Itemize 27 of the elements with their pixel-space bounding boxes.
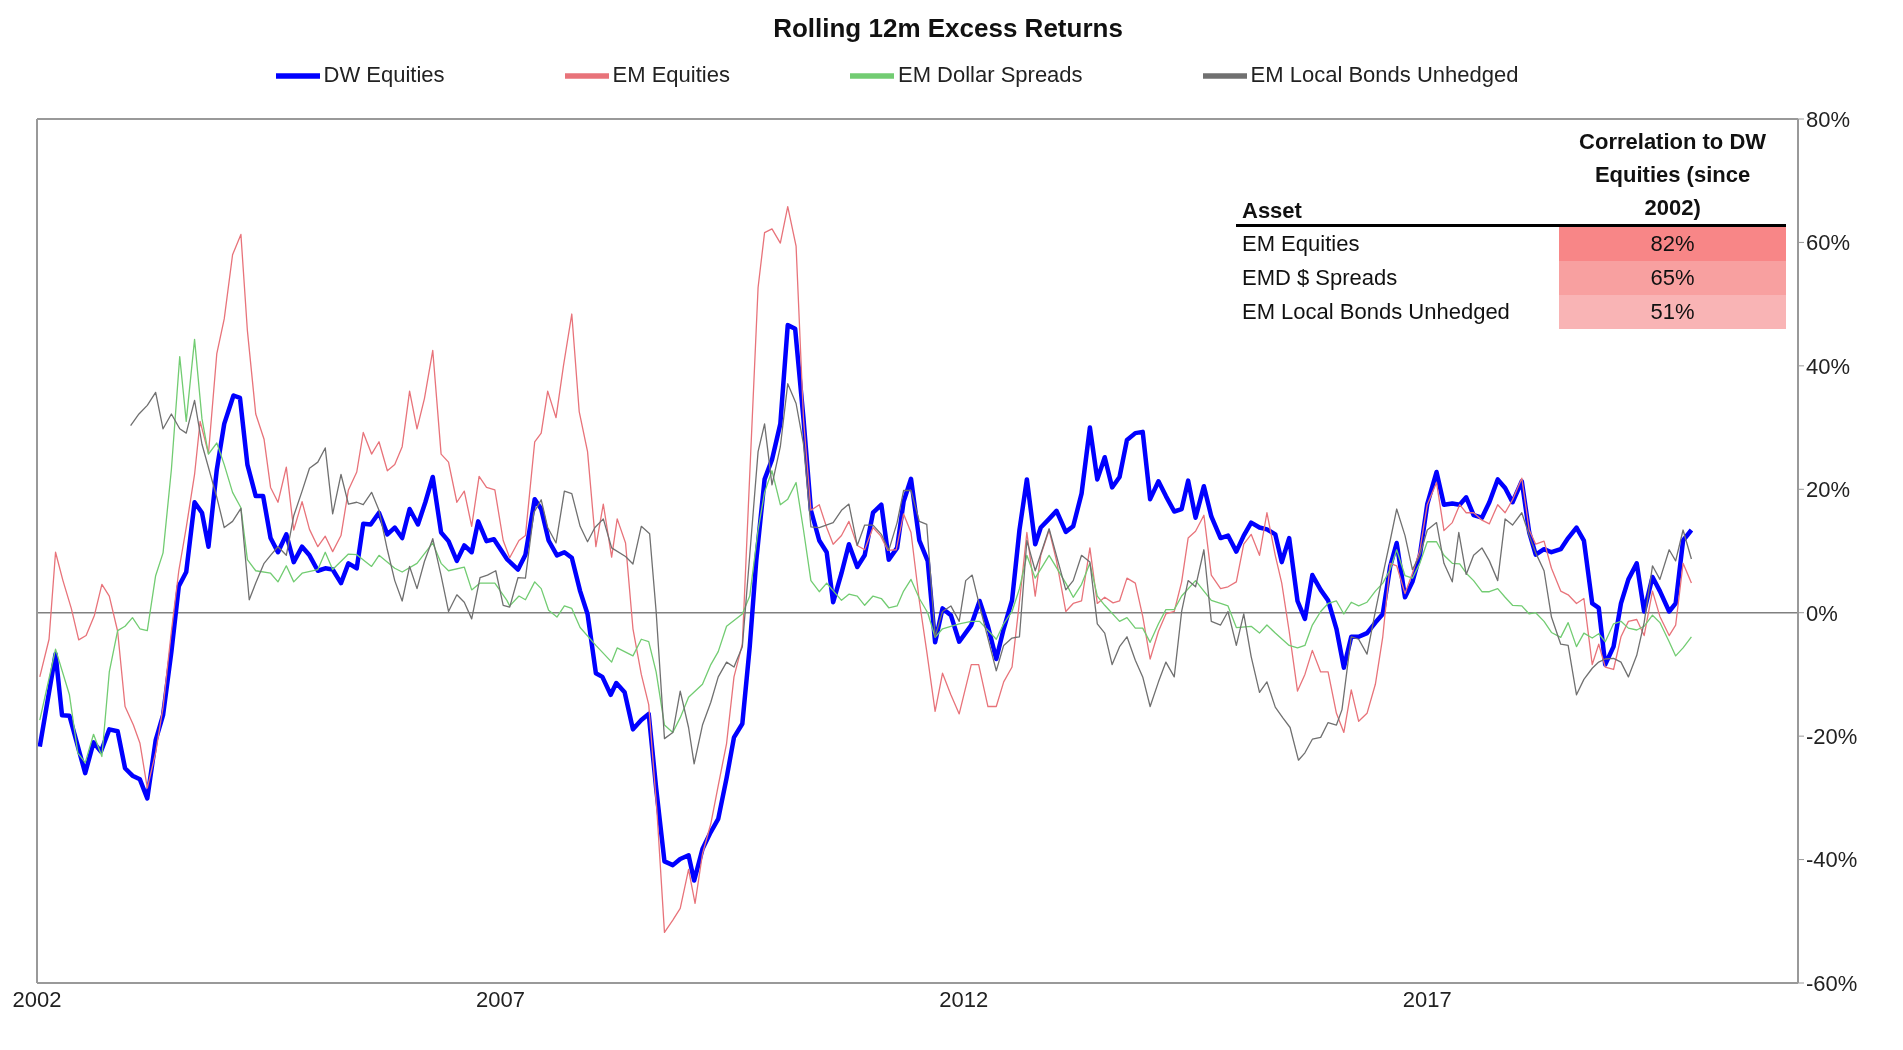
y-tick-label: -20%	[1806, 723, 1858, 749]
line-series	[39, 338, 1693, 764]
x-tick-label: 2007	[475, 986, 525, 1012]
x-tick-label: 2012	[939, 986, 989, 1012]
annotation: Asset	[1241, 197, 1303, 225]
y-tick-label: 40%	[1806, 353, 1851, 379]
y-tick-label: 0%	[1806, 600, 1838, 626]
legend-label: EM Dollar Spreads	[897, 61, 1083, 87]
y-tick-label: 80%	[1806, 106, 1851, 132]
legend-label: EM Local Bonds Unhedged	[1250, 61, 1519, 87]
x-tick-label: 2002	[12, 986, 62, 1012]
line-series	[129, 383, 1693, 765]
y-tick-label: -40%	[1806, 847, 1858, 873]
annotation: 82%	[1650, 231, 1695, 256]
y-tick-label: 20%	[1806, 477, 1851, 503]
legend-label: EM Equities	[612, 61, 730, 87]
y-tick-label: -60%	[1806, 970, 1858, 996]
chart-title: Rolling 12m Excess Returns	[772, 12, 1124, 45]
annotation: 65%	[1650, 265, 1695, 290]
y-tick-label: 60%	[1806, 230, 1851, 256]
annotation: EMD $ Spreads	[1241, 264, 1399, 292]
x-tick-label: 2017	[1402, 986, 1452, 1012]
annotation: EM Equities	[1241, 230, 1361, 258]
annotation: Correlation to DW Equities (since 2002)	[1578, 128, 1768, 222]
annotation: 51%	[1650, 299, 1695, 324]
legend-label: DW Equities	[323, 61, 445, 87]
annotation: EM Local Bonds Unhedged	[1241, 298, 1511, 326]
